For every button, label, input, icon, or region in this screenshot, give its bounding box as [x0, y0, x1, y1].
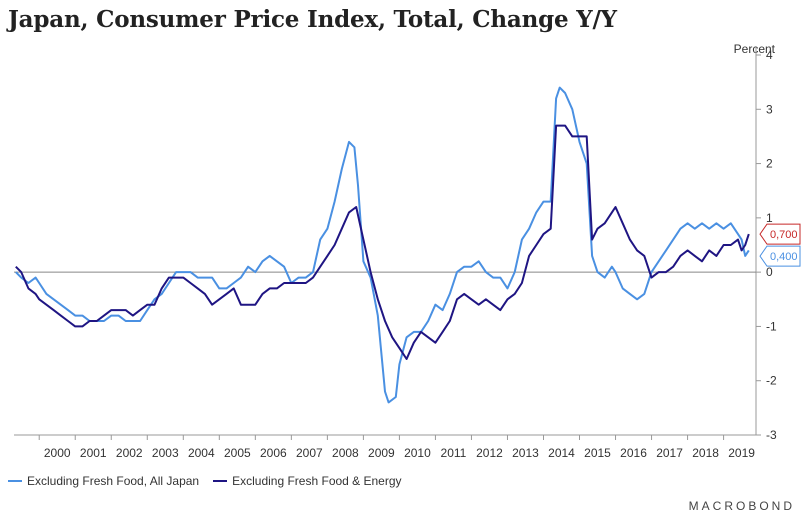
x-tick-label: 2004 — [188, 446, 215, 460]
x-tick-label: 2002 — [116, 446, 143, 460]
last-value-tag-2 — [759, 223, 801, 245]
legend-label-series-2: Excluding Fresh Food & Energy — [232, 474, 402, 488]
legend-label-series-1: Excluding Fresh Food, All Japan — [27, 474, 200, 488]
last-value-tag-1 — [759, 245, 801, 267]
x-tick-label: 2010 — [404, 446, 431, 460]
legend-swatch-dark-blue — [213, 480, 228, 482]
legend-swatch-light-blue — [8, 480, 22, 482]
legend-item-series-2[interactable]: Excluding Fresh Food & Energy — [213, 474, 402, 488]
x-tick-label: 2013 — [512, 446, 539, 460]
brand-logo: MACROBOND — [688, 499, 795, 513]
y-tick-label: 0 — [766, 265, 773, 279]
y-tick-label: 2 — [766, 157, 773, 171]
y-tick-label: -1 — [766, 319, 777, 333]
y-tick-label: 4 — [766, 48, 773, 62]
chart-title: Japan, Consumer Price Index, Total, Chan… — [8, 6, 617, 33]
chart-legend: Excluding Fresh Food, All Japan Excludin… — [8, 474, 402, 488]
x-tick-label: 2003 — [152, 446, 179, 460]
x-tick-label: 2012 — [476, 446, 503, 460]
y-tick-label: 1 — [766, 211, 773, 225]
x-tick-label: 2016 — [620, 446, 647, 460]
x-tick-label: 2014 — [548, 446, 575, 460]
x-tick-label: 2001 — [80, 446, 107, 460]
x-tick-label: 2019 — [728, 446, 755, 460]
x-tick-label: 2007 — [296, 446, 323, 460]
x-tick-label: 2008 — [332, 446, 359, 460]
last-value-label-1: 0,400 — [770, 251, 798, 263]
x-tick-label: 2018 — [692, 446, 719, 460]
series-line-1 — [15, 86, 750, 404]
y-tick-label: -3 — [766, 428, 777, 442]
x-tick-label: 2017 — [656, 446, 683, 460]
y-tick-label: 3 — [766, 102, 773, 116]
x-tick-label: 2006 — [260, 446, 287, 460]
y-tick-label: -2 — [766, 374, 777, 388]
x-tick-label: 2015 — [584, 446, 611, 460]
x-tick-label: 2011 — [441, 446, 467, 460]
legend-item-series-1[interactable]: Excluding Fresh Food, All Japan — [8, 474, 199, 488]
x-tick-label: 2009 — [368, 446, 395, 460]
x-tick-label: 2000 — [44, 446, 71, 460]
last-value-label-2: 0,700 — [770, 229, 798, 241]
series-line-2 — [15, 124, 750, 360]
x-tick-label: 2005 — [224, 446, 251, 460]
y-axis-unit-label: Percent — [733, 42, 775, 56]
